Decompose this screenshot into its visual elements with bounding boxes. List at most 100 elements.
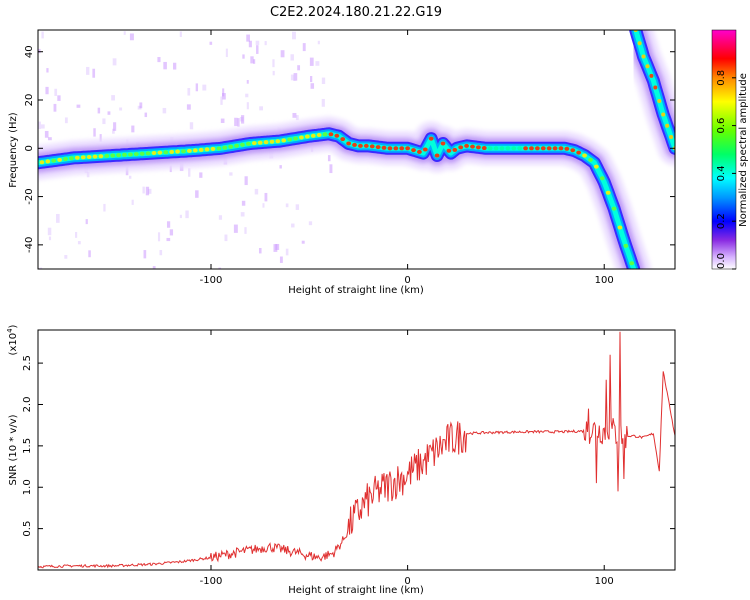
spectrogram-noise — [159, 250, 163, 256]
spectrogram-noise — [112, 128, 115, 134]
spectrogram-noise — [292, 31, 296, 40]
snr-xtick-label: 0 — [404, 576, 410, 587]
spectrogram-noise — [241, 115, 245, 124]
spectrogram-noise — [162, 107, 167, 114]
spectrogram-noise — [290, 54, 294, 61]
spectrogram-noise — [285, 248, 289, 256]
spectrogram-peak — [405, 146, 411, 151]
spectrogram-noise — [255, 40, 260, 45]
spectrogram-noise — [220, 118, 225, 123]
spectrogram-noise — [86, 66, 90, 75]
spectrogram-peak — [446, 148, 452, 153]
spectrogram-peak — [558, 146, 564, 151]
spectrogram-peak — [593, 164, 599, 169]
spectrogram-noise — [57, 95, 61, 101]
spectrogram-peak — [228, 144, 234, 149]
spectrogram-noise — [250, 56, 254, 64]
spectrogram-noise — [254, 188, 259, 195]
spectrogram-peak — [128, 152, 133, 157]
snr-ytick-label: 2.0 — [22, 397, 33, 413]
spectrogram-noise — [157, 232, 161, 242]
spectrogram-noise — [38, 121, 41, 130]
spectrogram-noise — [169, 229, 174, 236]
spectrogram-noise — [264, 41, 267, 46]
colorbar: 0.0 0.2 0.4 0.6 0.8 Normalized spectral ampl… — [711, 29, 749, 270]
spectrogram-peak — [375, 145, 381, 150]
spectrogram-noise — [245, 93, 249, 98]
spectrogram-noise — [317, 40, 320, 45]
spectrogram-noise — [173, 62, 177, 70]
spectrogram-noise — [233, 224, 238, 233]
spectrogram-noise — [224, 234, 228, 242]
snr-plot-area — [38, 331, 675, 569]
spectrogram-noise — [142, 186, 145, 194]
spectrogram-noise — [302, 43, 306, 52]
spectrogram-peak — [116, 153, 122, 158]
spectrogram-peak — [204, 147, 210, 152]
spectrogram-peak — [653, 85, 658, 90]
spectrogram-peak — [611, 206, 617, 211]
spectrogram-noise — [272, 70, 275, 76]
spectrogram-peak — [287, 137, 293, 142]
spectrogram-peak — [665, 123, 670, 128]
spectrogram-noise — [48, 236, 52, 241]
spectrogram-noise — [327, 155, 331, 162]
spectrogram-noise — [290, 74, 294, 81]
spectrogram-noise — [229, 172, 233, 176]
spectrogram-peak — [157, 150, 163, 155]
snr-panel: -100 0 100 0.5 1.0 1.5 2.0 2.5 Height of straig… — [6, 324, 676, 596]
colorbar-bar — [711, 29, 737, 270]
spectrogram-noise — [279, 165, 282, 169]
spectrogram-noise — [76, 104, 81, 108]
spectrogram-peak — [487, 146, 493, 151]
spectrogram-peak — [363, 143, 369, 148]
spectrogram-noise — [39, 267, 43, 269]
spectrogram-peak — [399, 146, 405, 151]
spectrogram-xlabel: Height of straight line (km) — [288, 285, 424, 296]
spectrogram-peak — [139, 151, 145, 156]
snr-ytick-label: 0.5 — [22, 521, 33, 537]
spectrogram-peak — [145, 151, 151, 156]
spectrogram-peak — [186, 148, 192, 153]
spectrogram-noise — [285, 203, 289, 208]
spectrogram-peak — [299, 135, 304, 140]
spectrogram-noise — [46, 68, 49, 73]
spectrogram-noise — [246, 80, 249, 84]
spectrogram-panel: -100 0 100 -40 -20 0 20 40 Height of straight l… — [8, 29, 676, 296]
spectrogram-peak — [346, 141, 352, 146]
spectrogram-noise — [40, 124, 45, 129]
spectrogram-noise — [297, 65, 301, 71]
spectrogram-noise — [301, 240, 305, 244]
spectrogram-peak — [645, 64, 650, 69]
spectrogram-noise — [38, 48, 41, 54]
spectrogram-peak — [599, 176, 605, 181]
snr-scale-close: ) — [8, 324, 19, 328]
spectrogram-peak — [529, 146, 534, 151]
spectrogram-peak — [411, 148, 416, 153]
spectrogram-ylabel: Frequency (Hz) — [8, 112, 19, 188]
spectrogram-peak — [511, 146, 517, 151]
spectrogram-peak — [45, 159, 51, 164]
figure-title: C2E2.2024.180.21.22.G19 — [270, 5, 442, 20]
spectrogram-peak — [641, 54, 646, 59]
spectrogram-noise — [310, 83, 315, 89]
spectrogram-peak — [293, 136, 298, 141]
spectrogram-noise — [292, 112, 297, 118]
spectrogram-noise — [234, 117, 238, 127]
spectrogram-noise — [144, 112, 148, 118]
spectrogram-peak — [570, 148, 576, 153]
spectrogram-peak — [417, 149, 422, 154]
spectrogram-noise — [244, 176, 248, 186]
spectrogram-ytick-label: 0 — [24, 145, 35, 151]
spectrogram-noise — [258, 247, 262, 254]
spectrogram-peak — [576, 150, 582, 155]
spectrogram-peak — [92, 154, 98, 159]
spectrogram-xtick-label: 0 — [404, 275, 410, 286]
spectrogram-peak — [422, 147, 428, 152]
spectrogram-peak — [275, 139, 281, 144]
spectrogram-heat — [38, 30, 675, 269]
spectrogram-noise — [45, 86, 49, 95]
spectrogram-noise — [152, 266, 156, 269]
spectrogram-peak — [104, 153, 110, 158]
spectrogram-peak — [475, 145, 481, 150]
